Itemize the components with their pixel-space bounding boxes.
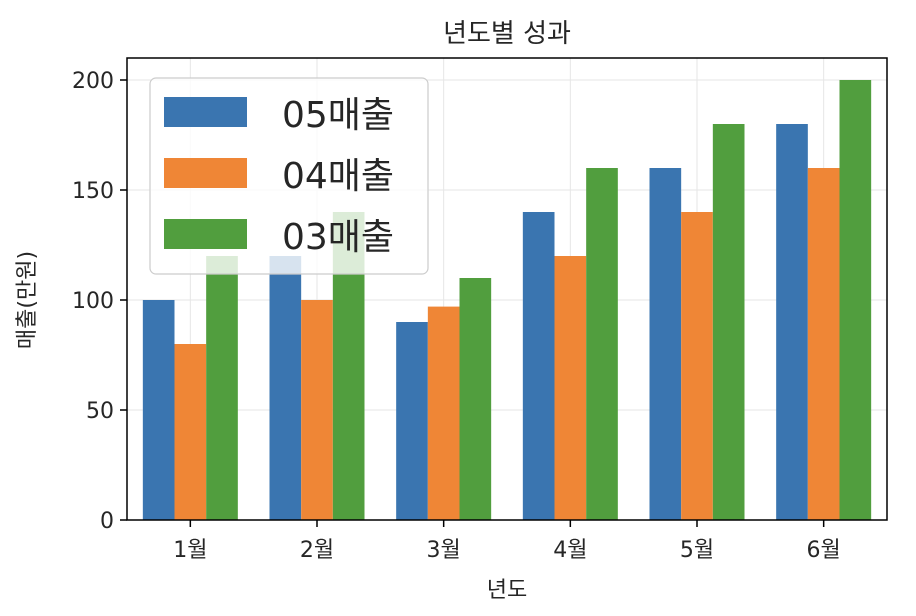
y-tick-label: 200 <box>72 69 114 94</box>
bar <box>649 168 682 520</box>
bar <box>522 212 555 520</box>
x-tick-label: 2월 <box>300 538 334 563</box>
bar <box>681 212 713 520</box>
x-tick-label: 5월 <box>680 538 714 563</box>
bar <box>586 168 618 520</box>
x-tick-label: 4월 <box>553 538 587 563</box>
bars-layer <box>142 80 872 520</box>
legend: 05매출 04매출 03매출 <box>149 77 429 275</box>
y-tick-label: 0 <box>100 509 114 534</box>
y-tick-label: 50 <box>86 399 114 424</box>
bar <box>142 300 175 520</box>
legend-swatch-04 <box>164 158 247 188</box>
legend-swatch-05 <box>164 97 247 127</box>
x-tick-label: 1월 <box>173 538 207 563</box>
x-tick-label: 3월 <box>427 538 461 563</box>
bar <box>269 256 302 520</box>
bar <box>839 80 872 520</box>
legend-swatch-03 <box>164 219 247 249</box>
bar <box>301 300 333 520</box>
x-axis-label: 년도 <box>487 578 527 603</box>
bar <box>174 344 207 520</box>
y-tick-label: 100 <box>72 289 114 314</box>
chart-title: 년도별 성과 <box>443 19 571 49</box>
bar <box>427 306 460 520</box>
ticks-layer: 0 50 100 150 200 1월 2월 3월 4월 5월 6월 <box>72 69 841 563</box>
legend-label-04: 04매출 <box>282 156 394 197</box>
bar <box>807 168 840 520</box>
bar <box>206 256 238 520</box>
bar <box>554 256 587 520</box>
x-tick-label: 6월 <box>807 538 841 563</box>
legend-label-03: 03매출 <box>282 217 394 258</box>
bar <box>396 322 428 520</box>
plot-frame <box>126 57 888 521</box>
y-tick-label: 150 <box>72 179 114 204</box>
legend-label-05: 05매출 <box>282 95 394 136</box>
y-axis-label: 매출(만원) <box>15 251 40 349</box>
bar <box>776 124 808 520</box>
bar <box>459 278 492 520</box>
bar <box>712 124 745 520</box>
